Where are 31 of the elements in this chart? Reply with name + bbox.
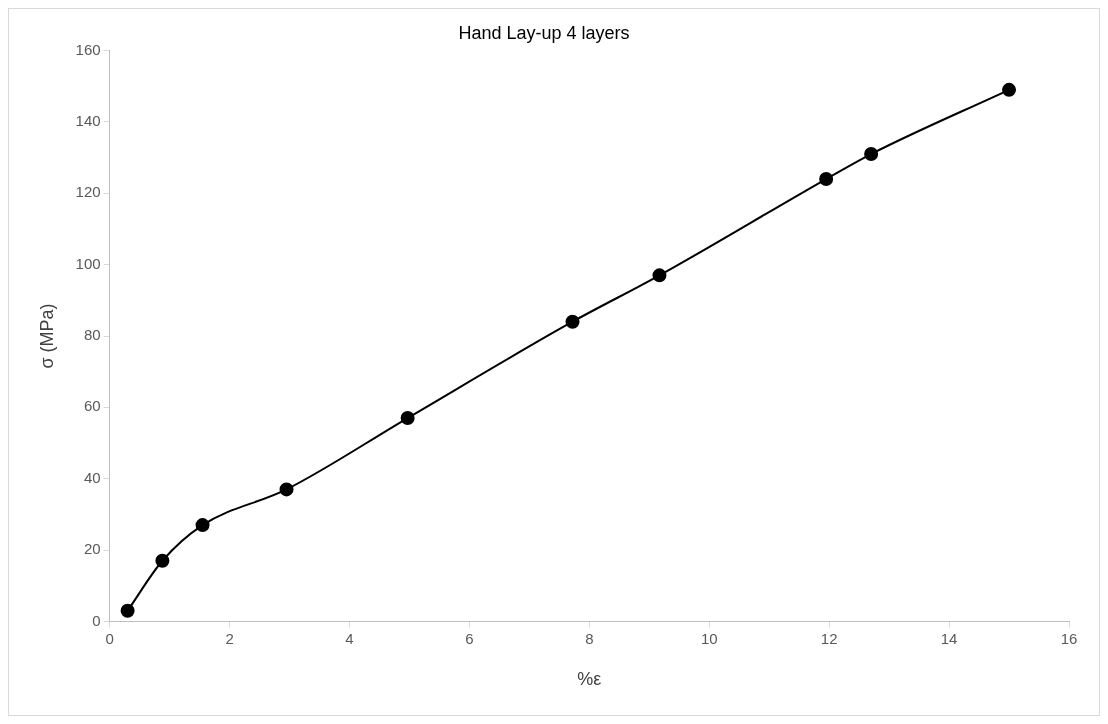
point bbox=[819, 172, 834, 187]
y-tick-label: 40 bbox=[83, 468, 101, 486]
point bbox=[120, 603, 135, 618]
point bbox=[652, 268, 667, 283]
y-tick-label: 120 bbox=[75, 183, 101, 201]
point bbox=[195, 518, 210, 533]
y-tick-label: 20 bbox=[83, 540, 101, 558]
x-tick-label: 8 bbox=[585, 629, 594, 647]
y-tick-label: 160 bbox=[75, 40, 101, 58]
x-tick-label: 14 bbox=[940, 629, 958, 647]
point bbox=[400, 411, 415, 426]
y-tick-label: 100 bbox=[75, 254, 101, 272]
point bbox=[864, 147, 879, 162]
x-tick-label: 6 bbox=[465, 629, 474, 647]
y-tick-label: 140 bbox=[75, 112, 101, 130]
x-tick-label: 0 bbox=[105, 629, 114, 647]
x-tick-label: 4 bbox=[345, 629, 354, 647]
point bbox=[1002, 82, 1017, 97]
point bbox=[279, 482, 294, 497]
chart-title: Hand Lay-up 4 layers bbox=[458, 22, 630, 43]
x-tick-label: 16 bbox=[1060, 629, 1078, 647]
y-tick-label: 80 bbox=[83, 326, 101, 344]
x-axis-title: %ε bbox=[577, 669, 602, 690]
x-tick-label: 2 bbox=[225, 629, 234, 647]
x-tick-label: 12 bbox=[820, 629, 838, 647]
y-tick-label: 0 bbox=[92, 611, 101, 629]
y-axis-title: σ (MPa) bbox=[36, 303, 57, 369]
point bbox=[155, 553, 170, 568]
point bbox=[565, 314, 580, 329]
x-tick-label: 10 bbox=[700, 629, 718, 647]
y-tick-label: 60 bbox=[83, 397, 101, 415]
